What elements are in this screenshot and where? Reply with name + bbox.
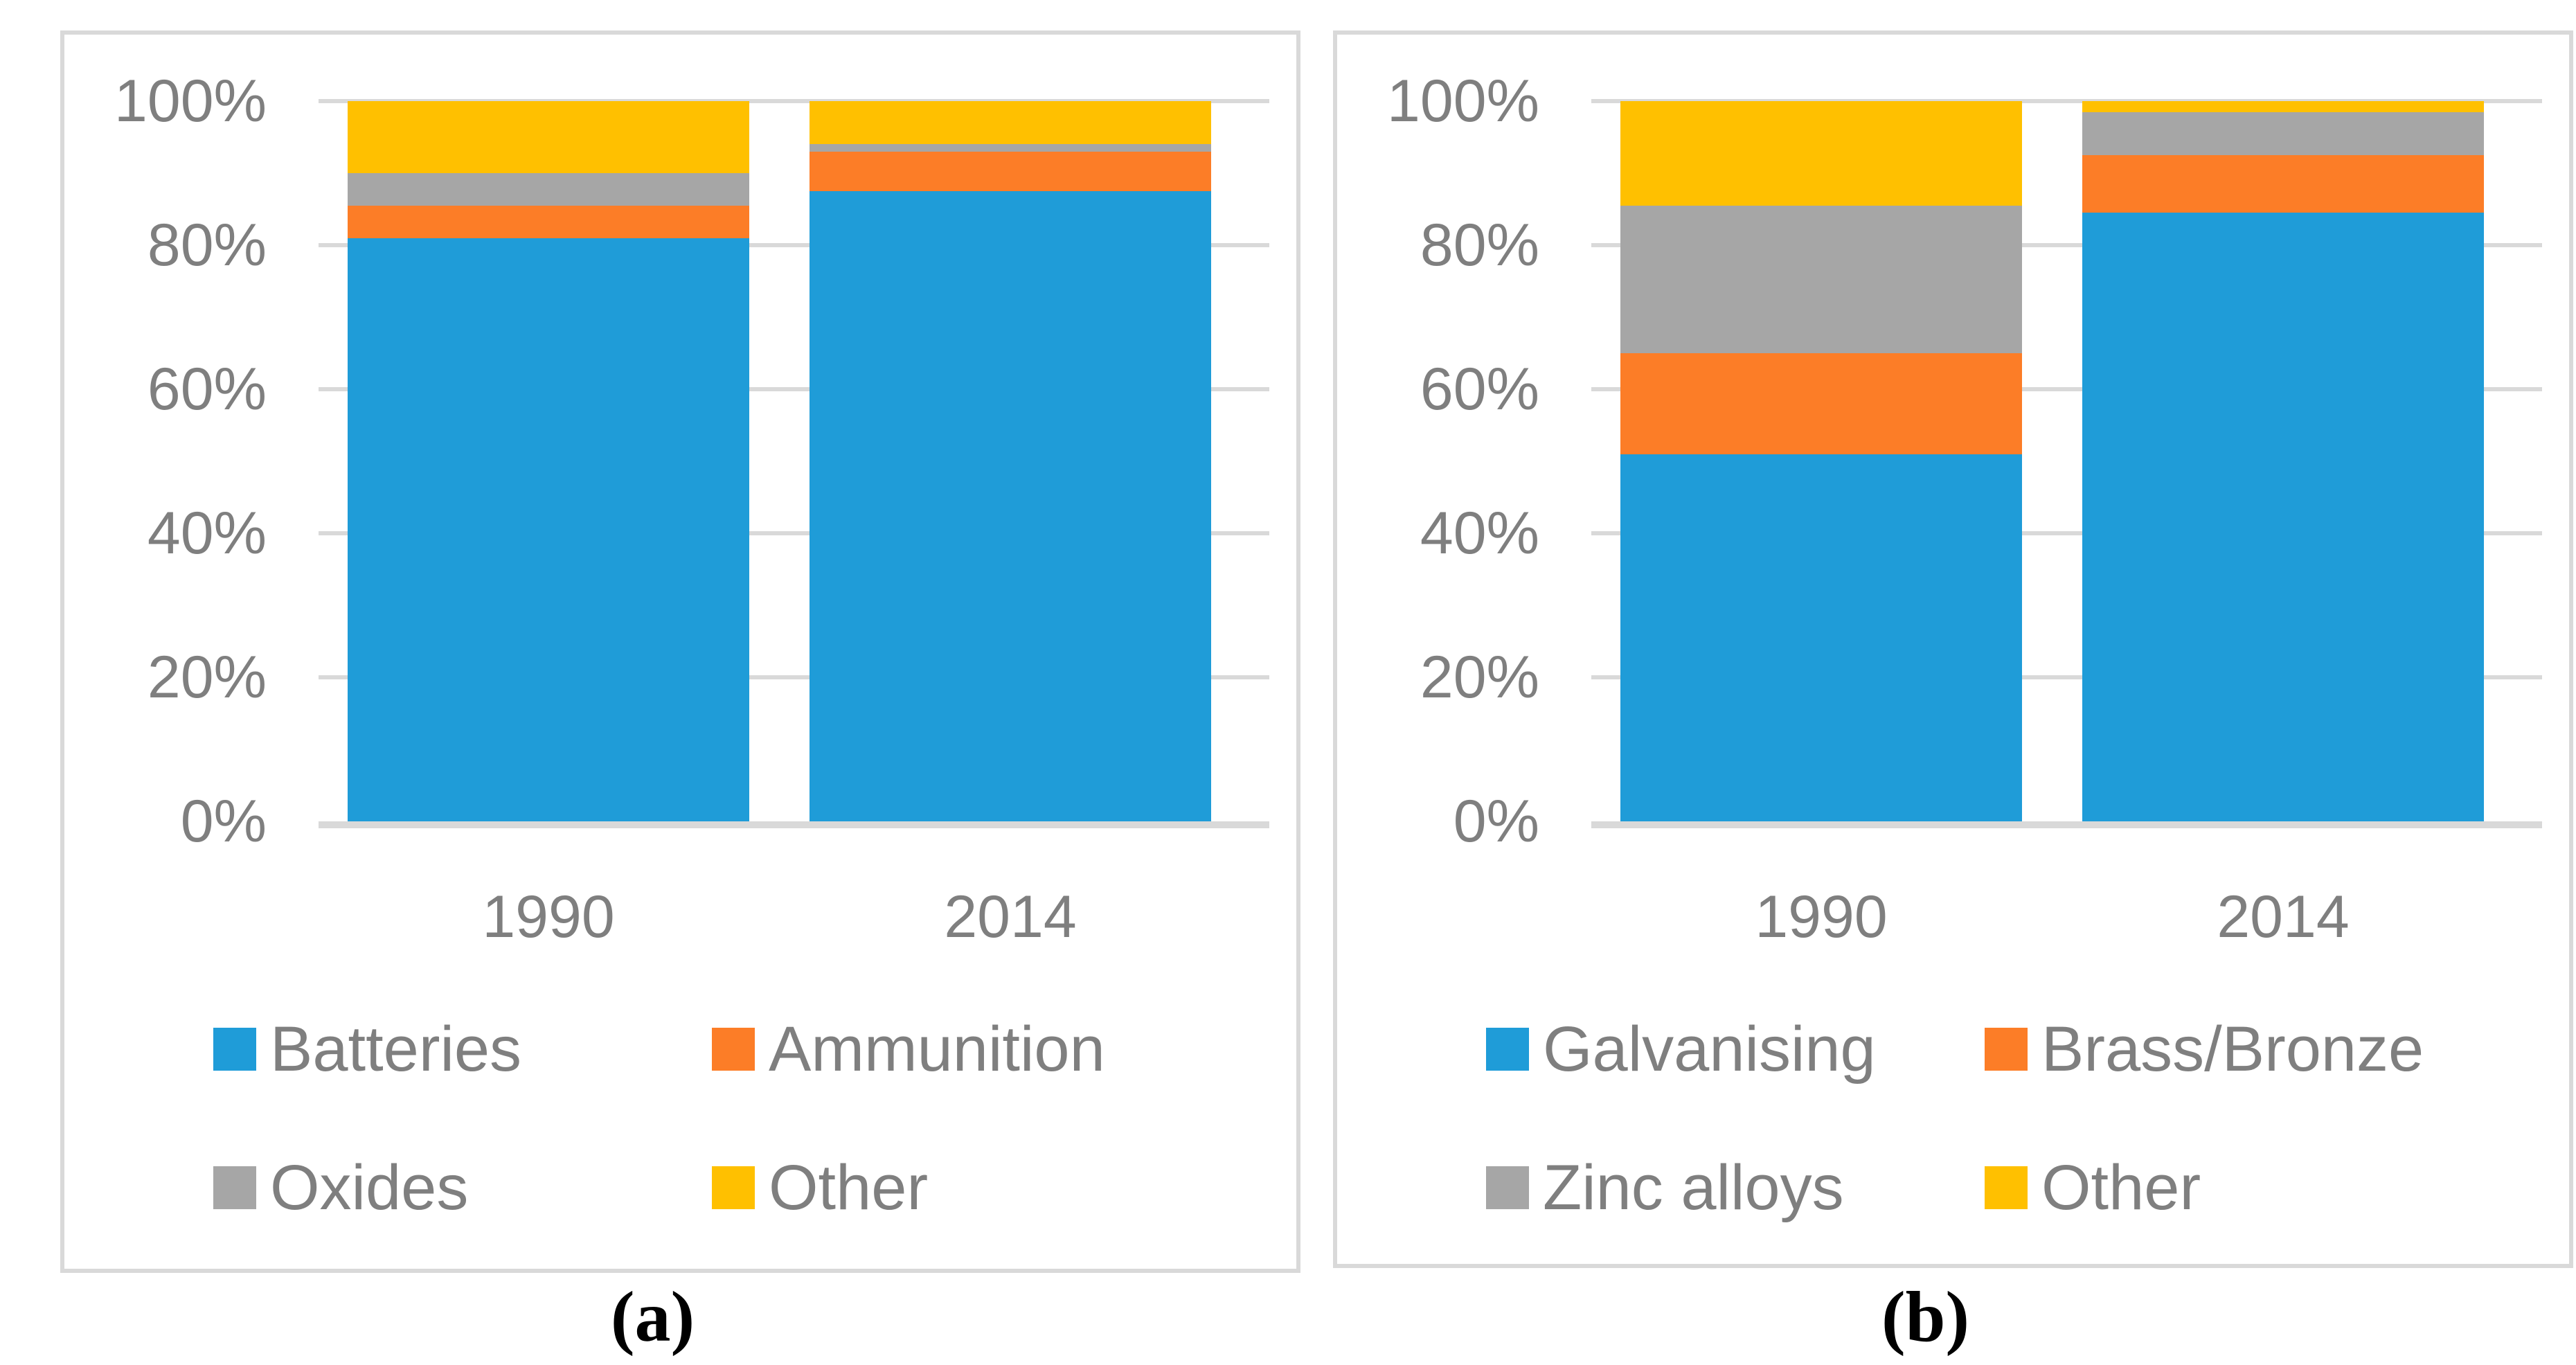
y-tick-label: 60% xyxy=(1420,356,1539,422)
chart-panel-a: 100% 80% 60% 40% 20% 0% 1990 2014 Batteries Ammun… xyxy=(60,30,1300,1273)
gridline xyxy=(1591,99,2542,103)
legend-swatch-icon xyxy=(1486,1166,1529,1209)
y-tick-label: 20% xyxy=(147,644,267,711)
y-tick-label: 100% xyxy=(114,68,267,134)
x-category-label-2014: 2014 xyxy=(944,884,1077,950)
legend-swatch-icon xyxy=(712,1028,755,1071)
legend-swatch-icon xyxy=(1985,1166,2028,1209)
gridline xyxy=(1591,387,2542,391)
legend-item-ammunition: Ammunition xyxy=(712,1013,1105,1085)
bar-segment-other-1990 xyxy=(1620,101,2022,206)
legend-swatch-icon xyxy=(1985,1028,2028,1071)
legend-label: Other xyxy=(769,1152,929,1223)
legend-item-other: Other xyxy=(1985,1152,2201,1223)
legend-label: Brass/Bronze xyxy=(2041,1013,2424,1085)
gridline xyxy=(319,243,1269,247)
legend-item-galvanising: Galvanising xyxy=(1486,1013,1876,1085)
bar-segment-oxides-1990 xyxy=(348,173,749,206)
gridline xyxy=(319,675,1269,679)
legend-swatch-icon xyxy=(213,1028,256,1071)
legend-swatch-icon xyxy=(712,1166,755,1209)
bar-segment-galvanising-2014 xyxy=(2082,213,2484,821)
y-tick-label: 40% xyxy=(147,500,267,566)
gridline xyxy=(1591,531,2542,535)
gridline xyxy=(319,99,1269,103)
bar-segment-brass-bronze-1990 xyxy=(1620,353,2022,454)
legend-label: Zinc alloys xyxy=(1543,1152,1844,1223)
legend-label: Batteries xyxy=(270,1013,522,1085)
bar-segment-zinc-alloys-1990 xyxy=(1620,205,2022,353)
x-category-label-1990: 1990 xyxy=(1755,884,1888,950)
gridline xyxy=(319,531,1269,535)
bar-segment-brass-bronze-2014 xyxy=(2082,155,2484,213)
bar-segment-ammunition-1990 xyxy=(348,205,749,238)
x-category-label-2014: 2014 xyxy=(2217,884,2350,950)
gridline xyxy=(1591,243,2542,247)
y-tick-label: 40% xyxy=(1420,500,1539,566)
y-tick-label: 100% xyxy=(1387,68,1539,134)
x-category-label-1990: 1990 xyxy=(482,884,615,950)
bar-segment-oxides-2014 xyxy=(810,144,1211,152)
bar-segment-zinc-alloys-2014 xyxy=(2082,111,2484,155)
bar-segment-ammunition-2014 xyxy=(810,151,1211,191)
gridline xyxy=(319,387,1269,391)
caption-a: (a) xyxy=(610,1277,695,1357)
legend-item-batteries: Batteries xyxy=(213,1013,522,1085)
legend-item-oxides: Oxides xyxy=(213,1152,469,1223)
bar-segment-galvanising-1990 xyxy=(1620,454,2022,821)
legend-swatch-icon xyxy=(213,1166,256,1209)
x-axis-line xyxy=(1591,821,2542,828)
y-tick-label: 80% xyxy=(147,212,267,278)
y-tick-label: 0% xyxy=(1453,788,1539,855)
bar-segment-other-1990 xyxy=(348,101,749,173)
legend-label: Ammunition xyxy=(769,1013,1105,1085)
bar-segment-other-2014 xyxy=(2082,101,2484,112)
y-tick-label: 80% xyxy=(1420,212,1539,278)
bar-segment-batteries-2014 xyxy=(810,191,1211,821)
y-tick-label: 20% xyxy=(1420,644,1539,711)
legend-item-other: Other xyxy=(712,1152,929,1223)
legend-item-zinc-alloys: Zinc alloys xyxy=(1486,1152,1844,1223)
bar-segment-batteries-1990 xyxy=(348,238,749,821)
legend-label: Other xyxy=(2041,1152,2201,1223)
y-tick-label: 60% xyxy=(147,356,267,422)
gridline xyxy=(1591,675,2542,679)
legend-item-brass-bronze: Brass/Bronze xyxy=(1985,1013,2424,1085)
bar-segment-other-2014 xyxy=(810,101,1211,145)
chart-panel-b: 100% 80% 60% 40% 20% 0% 1990 2014 Galvanising Bra… xyxy=(1333,30,2573,1268)
legend-swatch-icon xyxy=(1486,1028,1529,1071)
caption-b: (b) xyxy=(1881,1277,1970,1357)
legend-label: Galvanising xyxy=(1543,1013,1876,1085)
legend-label: Oxides xyxy=(270,1152,469,1223)
x-axis-line xyxy=(319,821,1269,828)
y-tick-label: 0% xyxy=(180,788,267,855)
